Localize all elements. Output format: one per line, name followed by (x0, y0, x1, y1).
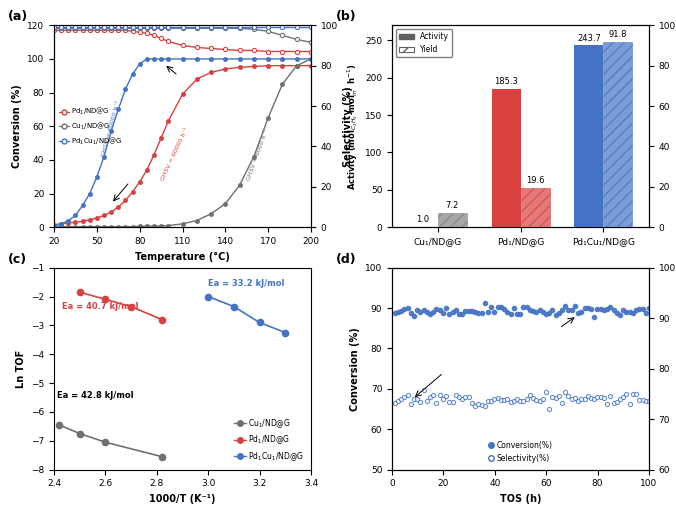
Text: GHSV = 6000 h⁻¹: GHSV = 6000 h⁻¹ (247, 128, 270, 181)
Text: GHSV = 60000 h⁻¹: GHSV = 60000 h⁻¹ (161, 126, 190, 181)
Text: 243.7: 243.7 (577, 34, 601, 43)
Bar (604, 42, 632, 227)
X-axis label: TOS (h): TOS (h) (500, 494, 541, 504)
Text: 1.0: 1.0 (416, 215, 430, 224)
Bar (575, 45, 604, 227)
Text: 7.2: 7.2 (445, 201, 459, 210)
Text: (c): (c) (8, 252, 27, 266)
Y-axis label: Selectivity (%): Selectivity (%) (343, 86, 354, 167)
Text: Ea = 33.2 kJ/mol: Ea = 33.2 kJ/mol (208, 279, 285, 288)
Y-axis label: Activity (mol$_{C_2H_2}$ mol$_m^{-1}$ h$^{-1}$): Activity (mol$_{C_2H_2}$ mol$_m^{-1}$ h$… (345, 63, 360, 190)
Y-axis label: Conversion (%): Conversion (%) (349, 327, 360, 411)
Text: 185.3: 185.3 (494, 77, 518, 86)
Y-axis label: Conversion (%): Conversion (%) (11, 84, 22, 168)
Legend: Pd$_1$/ND@G, Cu$_1$/ND@G, Pd$_1$Cu$_1$/ND@G: Pd$_1$/ND@G, Cu$_1$/ND@G, Pd$_1$Cu$_1$/N… (57, 105, 124, 148)
Text: (a): (a) (8, 10, 28, 23)
Y-axis label: Ln TOF: Ln TOF (16, 349, 26, 388)
Text: Ea = 40.7 kJ/mol: Ea = 40.7 kJ/mol (62, 302, 139, 312)
Bar (437, 213, 466, 227)
Bar (521, 188, 550, 227)
X-axis label: Temperature (°C): Temperature (°C) (135, 251, 230, 262)
Text: (b): (b) (335, 10, 356, 23)
Legend: Cu$_1$/ND@G, Pd$_1$/ND@G, Pd$_1$Cu$_1$/ND@G: Cu$_1$/ND@G, Pd$_1$/ND@G, Pd$_1$Cu$_1$/N… (231, 414, 307, 466)
Text: (d): (d) (335, 252, 356, 266)
Text: Ea = 42.8 kJ/mol: Ea = 42.8 kJ/mol (57, 390, 133, 399)
Legend: Conversion(%), Selectivity(%): Conversion(%), Selectivity(%) (485, 438, 556, 466)
Text: GHSV = 60000 h⁻¹: GHSV = 60000 h⁻¹ (101, 100, 121, 158)
Bar (491, 88, 521, 227)
Legend: Activity, Yield: Activity, Yield (396, 29, 452, 57)
Text: 19.6: 19.6 (526, 176, 544, 185)
X-axis label: 1000/T (K⁻¹): 1000/T (K⁻¹) (149, 494, 216, 504)
Text: 91.8: 91.8 (608, 30, 627, 39)
